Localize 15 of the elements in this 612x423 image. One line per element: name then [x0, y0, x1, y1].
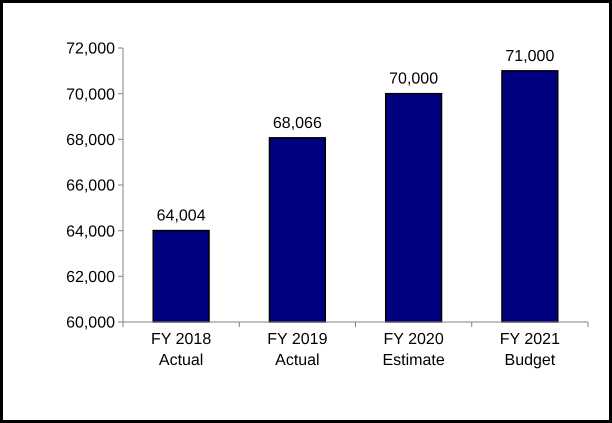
- y-tick-label: 72,000: [66, 40, 116, 58]
- x-tick-label: FY 2019 Actual: [267, 331, 328, 369]
- y-tick-label: 60,000: [66, 314, 116, 332]
- y-tick-label: 68,000: [66, 132, 116, 149]
- y-tick-label: 70,000: [66, 86, 116, 104]
- y-tick-label: 64,000: [66, 223, 116, 240]
- x-tick-label: FY 2020 Estimate: [382, 331, 445, 369]
- data-label: 64,004: [156, 208, 206, 225]
- x-tick-label: FY 2021 Budget: [500, 331, 560, 369]
- data-label: 70,000: [389, 70, 438, 88]
- y-tick-label: 66,000: [66, 178, 116, 195]
- x-tick-label: FY 2018 Actual: [151, 331, 212, 369]
- data-label: 68,066: [272, 114, 322, 132]
- y-tick-label: 62,000: [66, 268, 116, 286]
- data-label: 71,000: [505, 48, 554, 65]
